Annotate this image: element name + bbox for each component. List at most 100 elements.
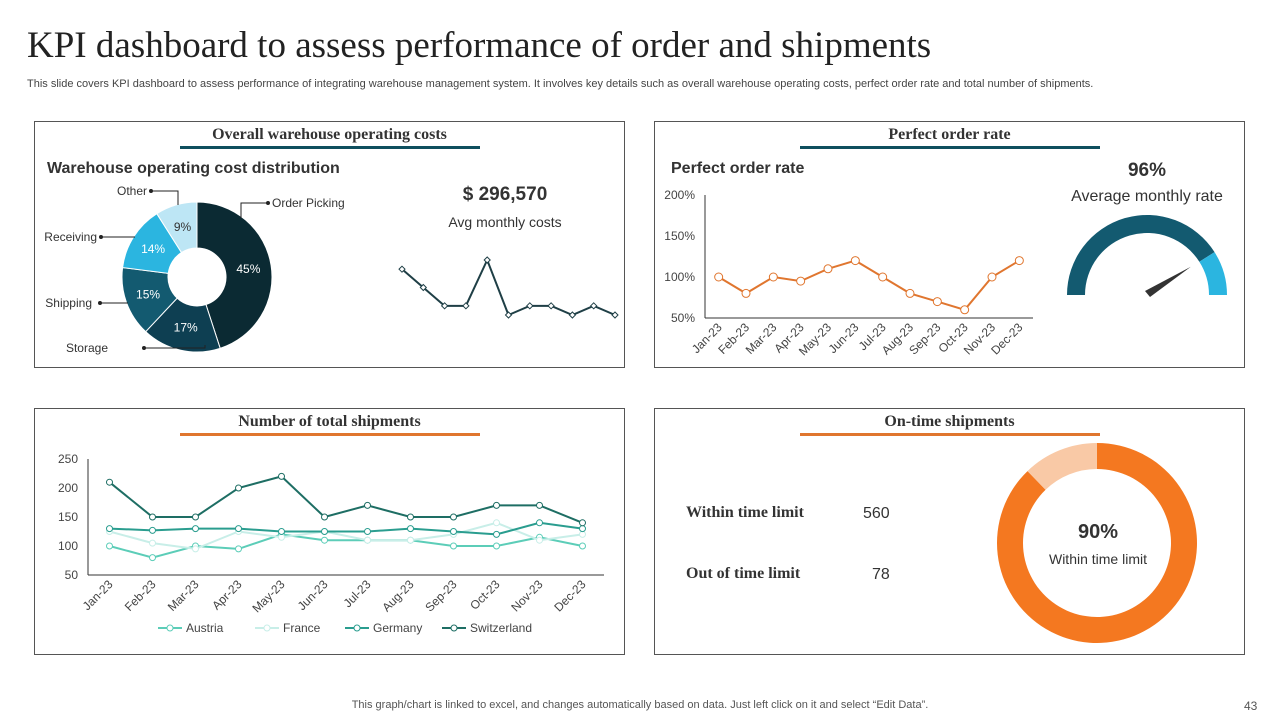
slice-value-label: 45% (236, 262, 260, 276)
data-point (536, 536, 543, 544)
footer-note: This graph/chart is linked to excel, and… (351, 699, 929, 711)
shipments-panel-title: Number of total shipments (238, 413, 421, 430)
x-tick-label: Jan-23 (80, 577, 116, 613)
data-point (364, 536, 371, 544)
ontime-donut-label: Within time limit (1048, 551, 1147, 567)
series-line-rate (718, 259, 1020, 311)
data-point (106, 525, 113, 533)
title-underline (180, 146, 480, 149)
data-point (149, 526, 156, 534)
y-tick-label: 50% (671, 311, 695, 325)
y-tick-label: 150% (664, 229, 695, 243)
sparkline-marker (462, 302, 470, 310)
sparkline-marker (483, 256, 491, 264)
series-line-france (109, 521, 583, 550)
slice-category-label: Storage (66, 341, 108, 355)
sparkline-marker (547, 302, 555, 310)
data-point (364, 528, 371, 535)
avg-cost-value: $ 296,570 (462, 184, 548, 205)
x-tick-label: Sep-23 (422, 577, 459, 614)
data-point (579, 542, 586, 550)
ontime-donut-value: 90% (1077, 521, 1119, 543)
shipments-panel: Number of total shipments (34, 408, 625, 655)
slice-value-label: 15% (136, 288, 160, 302)
sparkline-marker (419, 283, 428, 292)
costs-panel-title: Overall warehouse operating costs (212, 126, 447, 143)
within-label: Within time limit (686, 504, 804, 521)
data-point (321, 536, 328, 544)
data-point (796, 276, 806, 286)
data-point (741, 288, 751, 298)
x-tick-label: Jun-23 (826, 320, 862, 356)
avg-rate-label: Average monthly rate (1071, 188, 1223, 205)
x-tick-label: Oct-23 (467, 577, 503, 613)
sparkline-marker (568, 311, 577, 319)
data-point (192, 513, 199, 521)
data-point (932, 297, 942, 307)
donut-slice-order-picking (196, 201, 273, 349)
sparkline-marker (589, 302, 598, 310)
slice-value-label: 9% (174, 220, 192, 234)
data-point (493, 530, 500, 538)
data-point (493, 519, 500, 527)
data-point (450, 528, 457, 535)
perfect-order-panel: Perfect order rate Perfect order rate 96… (654, 121, 1245, 368)
data-point (278, 533, 285, 541)
series-line-switzerland (108, 475, 583, 524)
data-point (823, 264, 833, 274)
x-tick-label: Jul-23 (341, 577, 374, 610)
costs-panel: Overall warehouse operating costs Wareho… (34, 121, 625, 368)
perfect-panel-title: Perfect order rate (888, 126, 1011, 143)
data-point (407, 525, 414, 533)
x-tick-label: Sep-23 (906, 320, 943, 357)
leader-line (240, 202, 268, 218)
donut-out-slice (1027, 443, 1097, 490)
gauge-remainder-arc (1199, 252, 1227, 295)
data-point (106, 478, 113, 486)
x-tick-label: Apr-23 (209, 577, 245, 613)
donut-within-slice (996, 443, 1197, 643)
data-point (321, 528, 328, 535)
data-point (192, 545, 199, 553)
y-tick-label: 150 (58, 510, 78, 524)
x-tick-label: Feb-23 (122, 577, 159, 614)
sparkline-marker (440, 302, 449, 310)
y-tick-label: 100 (58, 539, 78, 553)
data-point (768, 272, 778, 282)
x-tick-label: May-23 (249, 577, 287, 615)
x-tick-label: Mar-23 (165, 577, 202, 614)
data-point (579, 525, 586, 533)
title-underline (800, 146, 1100, 149)
sparkline-marker (504, 311, 513, 319)
data-point (192, 525, 199, 533)
legend-marker (353, 624, 361, 632)
page-title: KPI dashboard to assess performance of o… (27, 25, 932, 66)
page-subtitle: This slide covers KPI dashboard to asses… (27, 78, 1094, 90)
legend-marker (166, 624, 174, 632)
donut-slice-other (156, 201, 198, 254)
slice-value-label: 17% (174, 321, 198, 335)
data-point (321, 513, 328, 521)
y-tick-label: 50 (65, 568, 79, 582)
gauge-needle (1145, 266, 1191, 297)
gauge-value-arc (1067, 215, 1215, 295)
sparkline-marker (611, 311, 619, 319)
ontime-panel-title: On-time shipments (884, 413, 1015, 430)
x-tick-label: Nov-23 (508, 577, 545, 614)
sparkline-marker (398, 265, 406, 273)
data-point (407, 536, 414, 544)
data-point (235, 525, 242, 533)
leader-dot (142, 346, 146, 350)
slice-category-label: Order Picking (272, 196, 345, 210)
data-point (235, 545, 242, 553)
data-point (536, 519, 543, 527)
perfect-chart-title: Perfect order rate (671, 160, 805, 177)
y-tick-label: 100% (664, 270, 695, 284)
legend-label-austria: Austria (186, 621, 224, 635)
avg-cost-label: Avg monthly costs (448, 214, 562, 230)
leader-line (144, 345, 206, 349)
ontime-panel: On-time shipments Within time limit 560 … (654, 408, 1245, 655)
y-tick-label: 200 (58, 481, 78, 495)
x-tick-label: Dec-23 (988, 320, 1025, 357)
